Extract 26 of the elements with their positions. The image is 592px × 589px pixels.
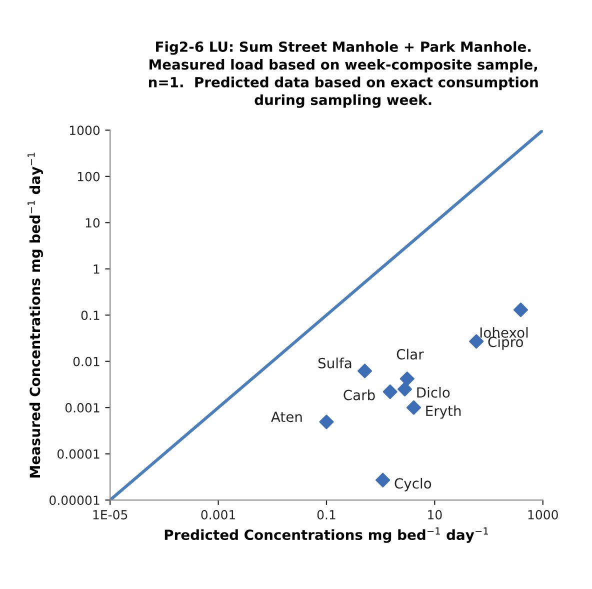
annotation: Eryth [426, 405, 461, 419]
y-tick-label: 0.01 [73, 356, 100, 366]
x-tick-label: 10 [428, 510, 442, 520]
y-axis-title: Measured Concentrations mg bed$^{−1}$ day$^{−1}$ [28, 152, 43, 478]
y-tick-label: 0.1 [81, 310, 100, 320]
annotation: Iohexol [480, 327, 528, 338]
annotation: Cipro [488, 336, 523, 350]
y-tick-label: 1 [94, 264, 100, 274]
x-axis-title: Predicted Concentrations mg bed$^{−1}$ day$^{−1}$ [164, 527, 488, 543]
x-tick-label: 1000 [528, 510, 558, 520]
y-tick-label: 10 [86, 218, 100, 228]
annotation: Sulfa [318, 358, 352, 368]
x-tick-label: 0.001 [201, 510, 236, 520]
annotation: Clar [396, 348, 424, 360]
annotation: Cyclo [394, 478, 432, 492]
y-tick-label: 100 [78, 172, 100, 182]
y-tick-label: 0.0001 [57, 449, 100, 459]
annotation: Diclo [417, 386, 450, 398]
annotation: Aten [271, 412, 302, 422]
x-tick-label: 1E-05 [93, 510, 128, 520]
x-tick-label: 0.1 [317, 510, 336, 520]
y-tick-label: 0.00001 [50, 496, 100, 505]
annotation: Carb [344, 390, 375, 400]
chart-title: Fig2-6 LU: Sum Street Manhole + Park Manhole. Measured load based on week-composite sample, n=1. Predicted data based on exact consumption during sampling week. [148, 41, 538, 108]
y-tick-label: 1000 [70, 126, 100, 136]
y-tick-label: 0.001 [65, 403, 100, 413]
